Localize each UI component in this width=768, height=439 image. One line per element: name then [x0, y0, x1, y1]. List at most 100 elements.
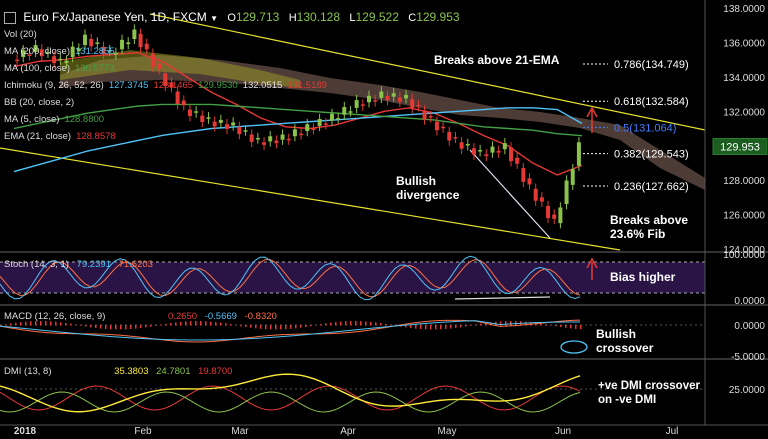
- indicator-row[interactable]: Vol (20): [4, 29, 37, 40]
- indicator-label[interactable]: MA (200, close): [4, 46, 70, 57]
- dmi-tick-label: 25.0000: [729, 385, 766, 396]
- macd-label[interactable]: MACD (12, 26, close, 9): [4, 311, 106, 322]
- stoch-tick-label: 100.0000: [723, 250, 765, 261]
- indicator-row[interactable]: MA (100, close) 130.5773: [4, 63, 115, 74]
- macd-histogram-bar: [555, 325, 557, 327]
- indicator-row[interactable]: EMA (21, close) 128.8578: [4, 131, 116, 142]
- candle-body: [348, 111, 353, 113]
- candle-body: [397, 97, 402, 102]
- chevron-down-icon[interactable]: ▼: [210, 14, 219, 23]
- indicator-row[interactable]: MA (200, close) 131.2855: [4, 46, 115, 57]
- macd-histogram-bar: [115, 325, 117, 330]
- candle-body: [187, 109, 192, 117]
- fib-level-label: 0.236(127.662): [614, 181, 689, 193]
- dmi-legend: DMI (13, 8) 35.3803 24.7801 19.8700: [4, 366, 232, 377]
- candle-body: [175, 91, 180, 104]
- stoch-label[interactable]: Stoch (14, 3, 1): [4, 259, 69, 270]
- macd-histogram-bar: [375, 322, 377, 326]
- indicator-label[interactable]: Vol (20): [4, 29, 37, 40]
- dmi-value-plus: 24.7801: [156, 366, 191, 377]
- price-tick-label: 126.0000: [723, 211, 765, 222]
- series-line: [13, 103, 583, 137]
- time-tick-label: Jul: [666, 426, 679, 437]
- candle-body: [169, 82, 174, 88]
- candle-body: [416, 104, 421, 107]
- candle-body: [367, 95, 371, 103]
- indicator-row[interactable]: BB (20, close, 2): [4, 97, 74, 108]
- macd-histogram-bar: [390, 324, 392, 326]
- macd-value-hist: 0.2650: [168, 311, 198, 322]
- candle-body: [453, 137, 458, 139]
- annotation-macd-crossover: Bullish crossover: [596, 327, 653, 355]
- macd-histogram-bar: [200, 321, 202, 326]
- ichimoku-cloud: [60, 55, 705, 190]
- stoch-value-d: 71.6203: [118, 259, 153, 270]
- macd-histogram-bar: [110, 325, 112, 330]
- macd-histogram-bar: [525, 321, 527, 326]
- macd-histogram-bar: [245, 325, 247, 327]
- indicator-value: 128.1465: [153, 80, 194, 91]
- annotation-bias-higher: Bias higher: [610, 270, 676, 284]
- macd-histogram-bar: [65, 322, 67, 326]
- indicator-value: 131.5189: [287, 80, 327, 91]
- macd-histogram-bar: [255, 325, 257, 329]
- macd-histogram-bar: [75, 324, 77, 326]
- candle-body: [52, 56, 57, 64]
- indicator-value: 129.9530: [198, 80, 238, 91]
- price-tick-label: 128.0000: [723, 176, 765, 187]
- macd-value-macd: -0.5669: [204, 311, 237, 322]
- macd-tick-label: -5.0000: [731, 352, 765, 363]
- indicator-label[interactable]: Ichimoku (9, 26, 52, 26): [4, 80, 104, 91]
- macd-histogram-bar: [250, 325, 252, 328]
- macd-histogram-bar: [425, 325, 427, 330]
- candle-body: [15, 59, 20, 62]
- macd-histogram-bar: [320, 324, 322, 326]
- candle-body: [243, 130, 248, 132]
- candle-body: [83, 34, 87, 46]
- indicator-label[interactable]: BB (20, close, 2): [4, 97, 75, 108]
- indicator-label[interactable]: MA (100, close): [4, 63, 70, 74]
- candle-body: [132, 29, 137, 39]
- macd-histogram-bar: [85, 325, 87, 327]
- macd-histogram-bar: [500, 321, 502, 326]
- indicator-label[interactable]: MA (5, close): [4, 114, 60, 125]
- macd-histogram-bar: [510, 321, 512, 326]
- macd-histogram-bar: [360, 321, 362, 326]
- macd-histogram-bar: [270, 325, 272, 330]
- macd-legend: MACD (12, 26, close, 9) 0.2650 -0.5669 -…: [4, 311, 277, 322]
- macd-histogram-bar: [180, 321, 182, 326]
- macd-histogram-bar: [205, 321, 207, 326]
- macd-histogram-bar: [195, 321, 197, 326]
- macd-histogram-bar: [175, 322, 177, 326]
- menu-icon[interactable]: [4, 11, 16, 24]
- macd-histogram-bar: [460, 325, 462, 328]
- last-price-label: 129.953: [720, 142, 760, 154]
- macd-histogram-bar: [410, 325, 412, 329]
- dmi-value-adx: 35.3803: [114, 366, 149, 377]
- macd-histogram-bar: [170, 323, 172, 326]
- macd-histogram-bar: [190, 321, 192, 326]
- candle-body: [163, 73, 168, 86]
- candle-body: [280, 134, 285, 140]
- price-tick-label: 124.0000: [723, 245, 765, 256]
- trend-line-lower: [0, 147, 621, 251]
- candle-body: [496, 150, 501, 153]
- time-tick-label: Mar: [231, 426, 249, 437]
- dmi-label[interactable]: DMI (13, 8): [4, 366, 52, 377]
- candle-body: [539, 197, 544, 202]
- macd-tick-label: 0.0000: [734, 321, 765, 332]
- candle-body: [70, 46, 75, 58]
- indicator-label[interactable]: EMA (21, close): [4, 131, 72, 142]
- macd-histogram-bar: [310, 325, 312, 327]
- macd-crossover-marker: [560, 340, 588, 354]
- series-line: [13, 52, 583, 176]
- macd-histogram-bar: [385, 323, 387, 326]
- symbol-title[interactable]: Euro Fx/Japanese Yen, 1D, FXCM: [23, 10, 207, 24]
- indicator-row[interactable]: MA (5, close) 128.8800: [4, 114, 104, 125]
- fib-level-label: 0.786(134.749): [614, 59, 689, 71]
- price-tick-label: 132.0000: [723, 107, 765, 118]
- candle-body: [428, 116, 433, 118]
- macd-histogram-bar: [350, 321, 352, 326]
- indicator-row[interactable]: Ichimoku (9, 26, 52, 26) 127.3745 128.1465…: [4, 80, 327, 91]
